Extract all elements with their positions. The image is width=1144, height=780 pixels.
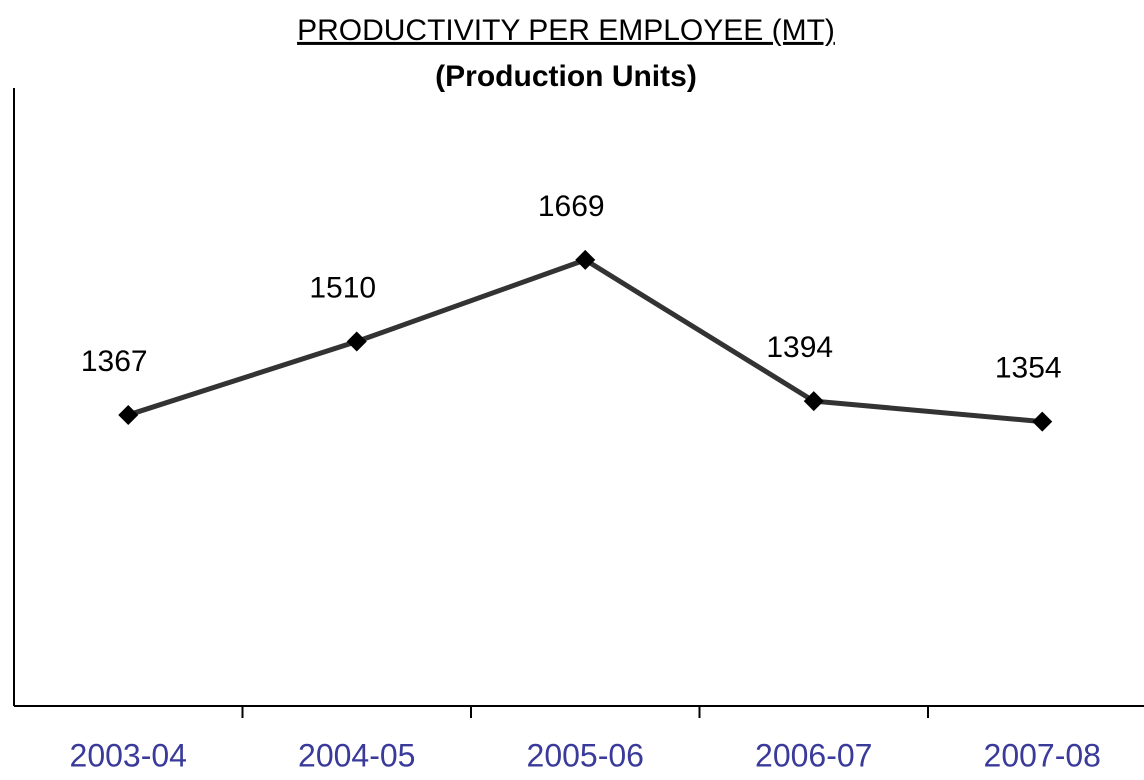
x-tick-label: 2003-04	[70, 737, 187, 773]
data-point	[346, 331, 367, 352]
x-tick-label: 2007-08	[984, 737, 1101, 773]
data-point	[575, 249, 596, 270]
data-label: 1394	[766, 331, 833, 364]
x-tick-label: 2004-05	[298, 737, 415, 773]
data-label: 1354	[995, 352, 1062, 385]
data-label: 1510	[309, 271, 376, 304]
data-point	[1032, 411, 1053, 432]
data-line	[127, 257, 1043, 425]
data-point	[803, 391, 824, 412]
data-point	[118, 404, 139, 425]
data-label: 1669	[538, 190, 605, 223]
data-label: 1367	[81, 345, 148, 378]
x-tick-label: 2006-07	[755, 737, 872, 773]
x-tick-label: 2005-06	[527, 737, 644, 773]
chart-title: PRODUCTIVITY PER EMPLOYEE (MT)	[297, 14, 835, 47]
chart-subtitle: (Production Units)	[435, 60, 697, 93]
